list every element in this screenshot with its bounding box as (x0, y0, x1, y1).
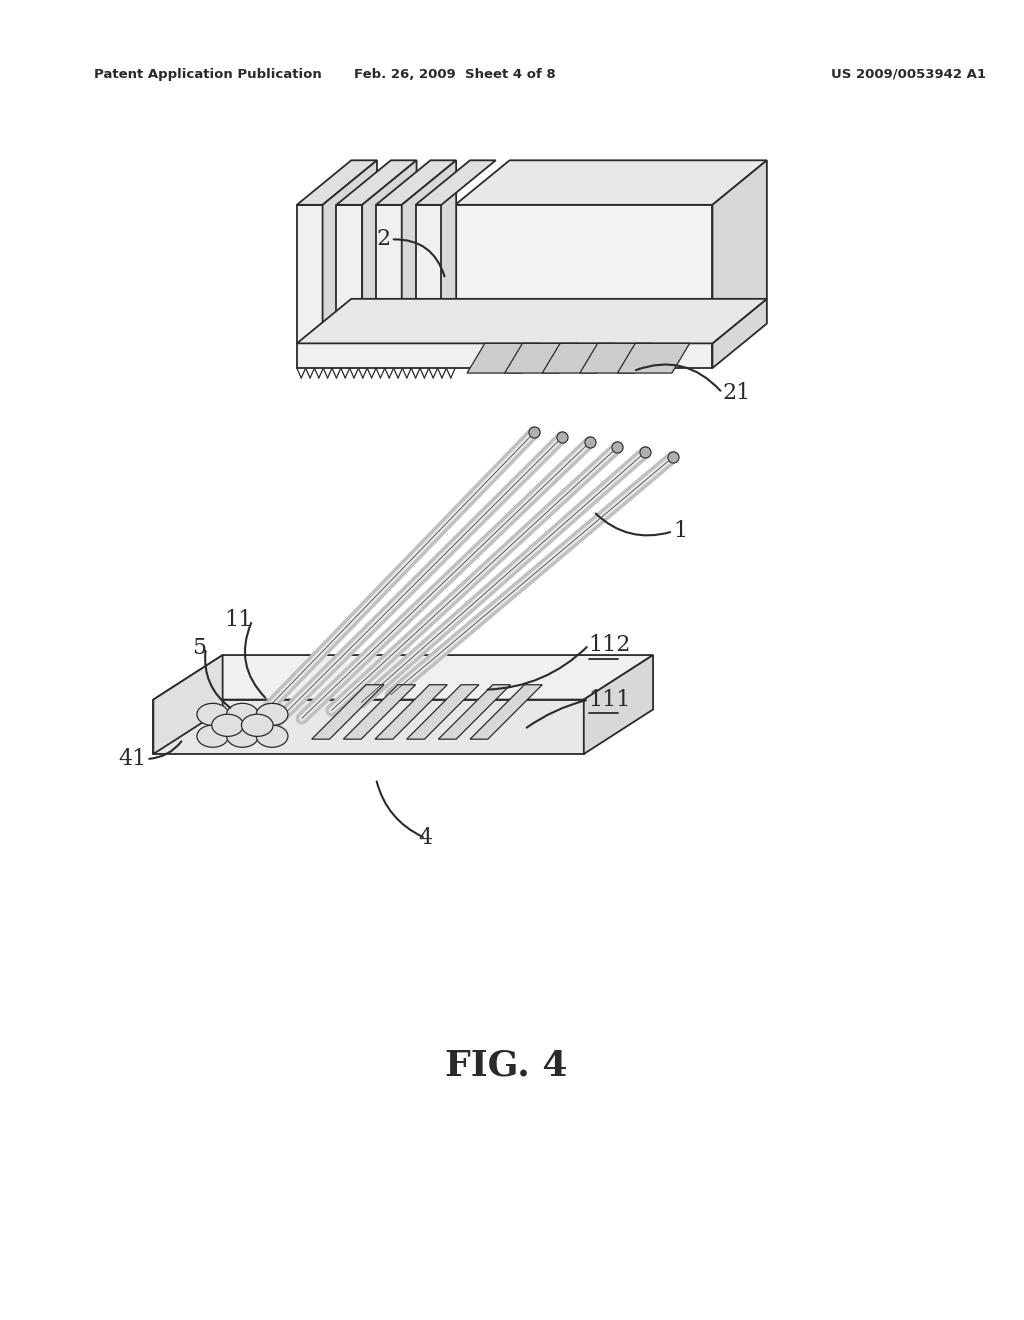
Text: 2: 2 (377, 228, 391, 251)
Text: 1: 1 (673, 520, 687, 543)
Ellipse shape (197, 704, 228, 726)
Text: 4: 4 (419, 828, 432, 849)
Polygon shape (543, 343, 614, 374)
Polygon shape (467, 343, 540, 374)
Polygon shape (584, 655, 653, 754)
Polygon shape (713, 298, 767, 368)
Polygon shape (401, 160, 456, 343)
Polygon shape (455, 205, 713, 343)
Polygon shape (416, 205, 441, 343)
Polygon shape (376, 205, 401, 343)
Polygon shape (154, 655, 222, 754)
Polygon shape (580, 343, 652, 374)
Polygon shape (343, 685, 416, 739)
FancyArrowPatch shape (377, 781, 423, 837)
Polygon shape (311, 685, 384, 739)
Text: 21: 21 (722, 381, 751, 404)
FancyArrowPatch shape (526, 700, 586, 727)
Polygon shape (713, 160, 767, 343)
Ellipse shape (242, 714, 273, 737)
Polygon shape (337, 205, 362, 343)
Polygon shape (297, 298, 767, 343)
Text: US 2009/0053942 A1: US 2009/0053942 A1 (831, 67, 986, 81)
Polygon shape (470, 685, 543, 739)
Ellipse shape (226, 704, 258, 726)
Polygon shape (455, 160, 767, 205)
FancyArrowPatch shape (205, 651, 230, 708)
Polygon shape (154, 700, 584, 754)
Ellipse shape (256, 704, 288, 726)
Ellipse shape (256, 725, 288, 747)
Ellipse shape (212, 714, 244, 737)
Text: 11: 11 (224, 610, 252, 631)
Text: 5: 5 (191, 638, 206, 659)
Polygon shape (337, 160, 417, 205)
FancyArrowPatch shape (636, 364, 721, 391)
Polygon shape (154, 655, 653, 700)
FancyArrowPatch shape (596, 513, 670, 536)
FancyArrowPatch shape (393, 239, 444, 276)
Text: 111: 111 (589, 689, 631, 710)
Polygon shape (438, 685, 511, 739)
Polygon shape (297, 205, 323, 343)
FancyArrowPatch shape (245, 623, 265, 697)
Text: 112: 112 (589, 634, 631, 656)
Polygon shape (416, 160, 496, 205)
Polygon shape (617, 343, 690, 374)
FancyArrowPatch shape (487, 647, 587, 689)
Polygon shape (323, 160, 377, 343)
Ellipse shape (226, 725, 258, 747)
FancyArrowPatch shape (150, 742, 181, 759)
Polygon shape (297, 160, 377, 205)
Text: Feb. 26, 2009  Sheet 4 of 8: Feb. 26, 2009 Sheet 4 of 8 (354, 67, 556, 81)
Polygon shape (407, 685, 479, 739)
Text: FIG. 4: FIG. 4 (445, 1048, 568, 1082)
Polygon shape (376, 160, 456, 205)
Polygon shape (297, 343, 713, 368)
Ellipse shape (197, 725, 228, 747)
Text: 41: 41 (118, 748, 146, 770)
Polygon shape (375, 685, 447, 739)
Polygon shape (505, 343, 577, 374)
Polygon shape (362, 160, 417, 343)
Text: Patent Application Publication: Patent Application Publication (94, 67, 322, 81)
